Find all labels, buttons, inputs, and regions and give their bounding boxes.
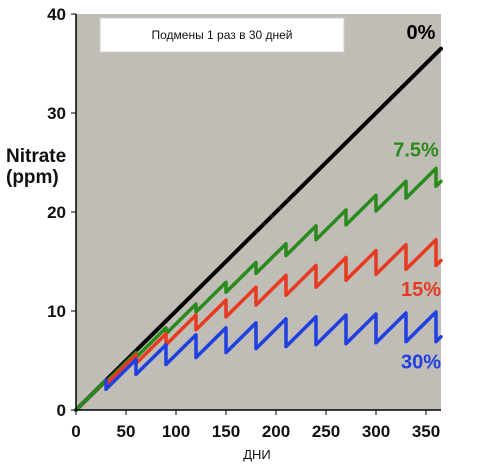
- annotation-text: Подмены 1 раз в 30 дней: [152, 28, 293, 42]
- annotation-box: [99, 17, 345, 53]
- y-axis-label-line1: Nitrate: [6, 146, 66, 167]
- series-labels: 0% 7.5% 15% 30%: [393, 22, 441, 374]
- x-tick-label: 250: [312, 422, 340, 441]
- series-label-30-pct: 30%: [401, 351, 441, 373]
- tick-labels: 0 50 100 150 200 250 300 350 0 10 20 30 40: [47, 5, 440, 441]
- y-tick-label: 20: [47, 203, 66, 222]
- x-tick-label: 200: [262, 422, 290, 441]
- series-label-15-pct: 15%: [401, 279, 441, 301]
- y-tick-label: 10: [47, 302, 66, 321]
- plot-area: [76, 14, 441, 410]
- x-tick-label: 100: [162, 422, 190, 441]
- series-line-7-5-pct: [74, 166, 443, 412]
- x-tick-label: 300: [362, 422, 390, 441]
- x-tick-label: 0: [71, 422, 80, 441]
- series-label-0-pct: 0%: [407, 22, 436, 44]
- y-tick-label: 40: [47, 5, 66, 24]
- x-tick-label: 50: [117, 422, 136, 441]
- x-tick-label: 350: [412, 422, 440, 441]
- axes: [71, 13, 441, 415]
- x-axis-label: ДНИ: [243, 447, 271, 462]
- series-line-15-pct: [104, 237, 443, 387]
- y-tick-label: 30: [47, 104, 66, 123]
- series-line-30-pct: [104, 310, 443, 391]
- y-tick-label: 0: [57, 401, 66, 420]
- series-line-0-pct: [74, 46, 443, 412]
- x-tick-label: 150: [212, 422, 240, 441]
- series-label-7-5-pct: 7.5%: [393, 140, 439, 162]
- series-lines: [74, 46, 443, 412]
- y-axis-label-line2: (ppm): [6, 167, 59, 188]
